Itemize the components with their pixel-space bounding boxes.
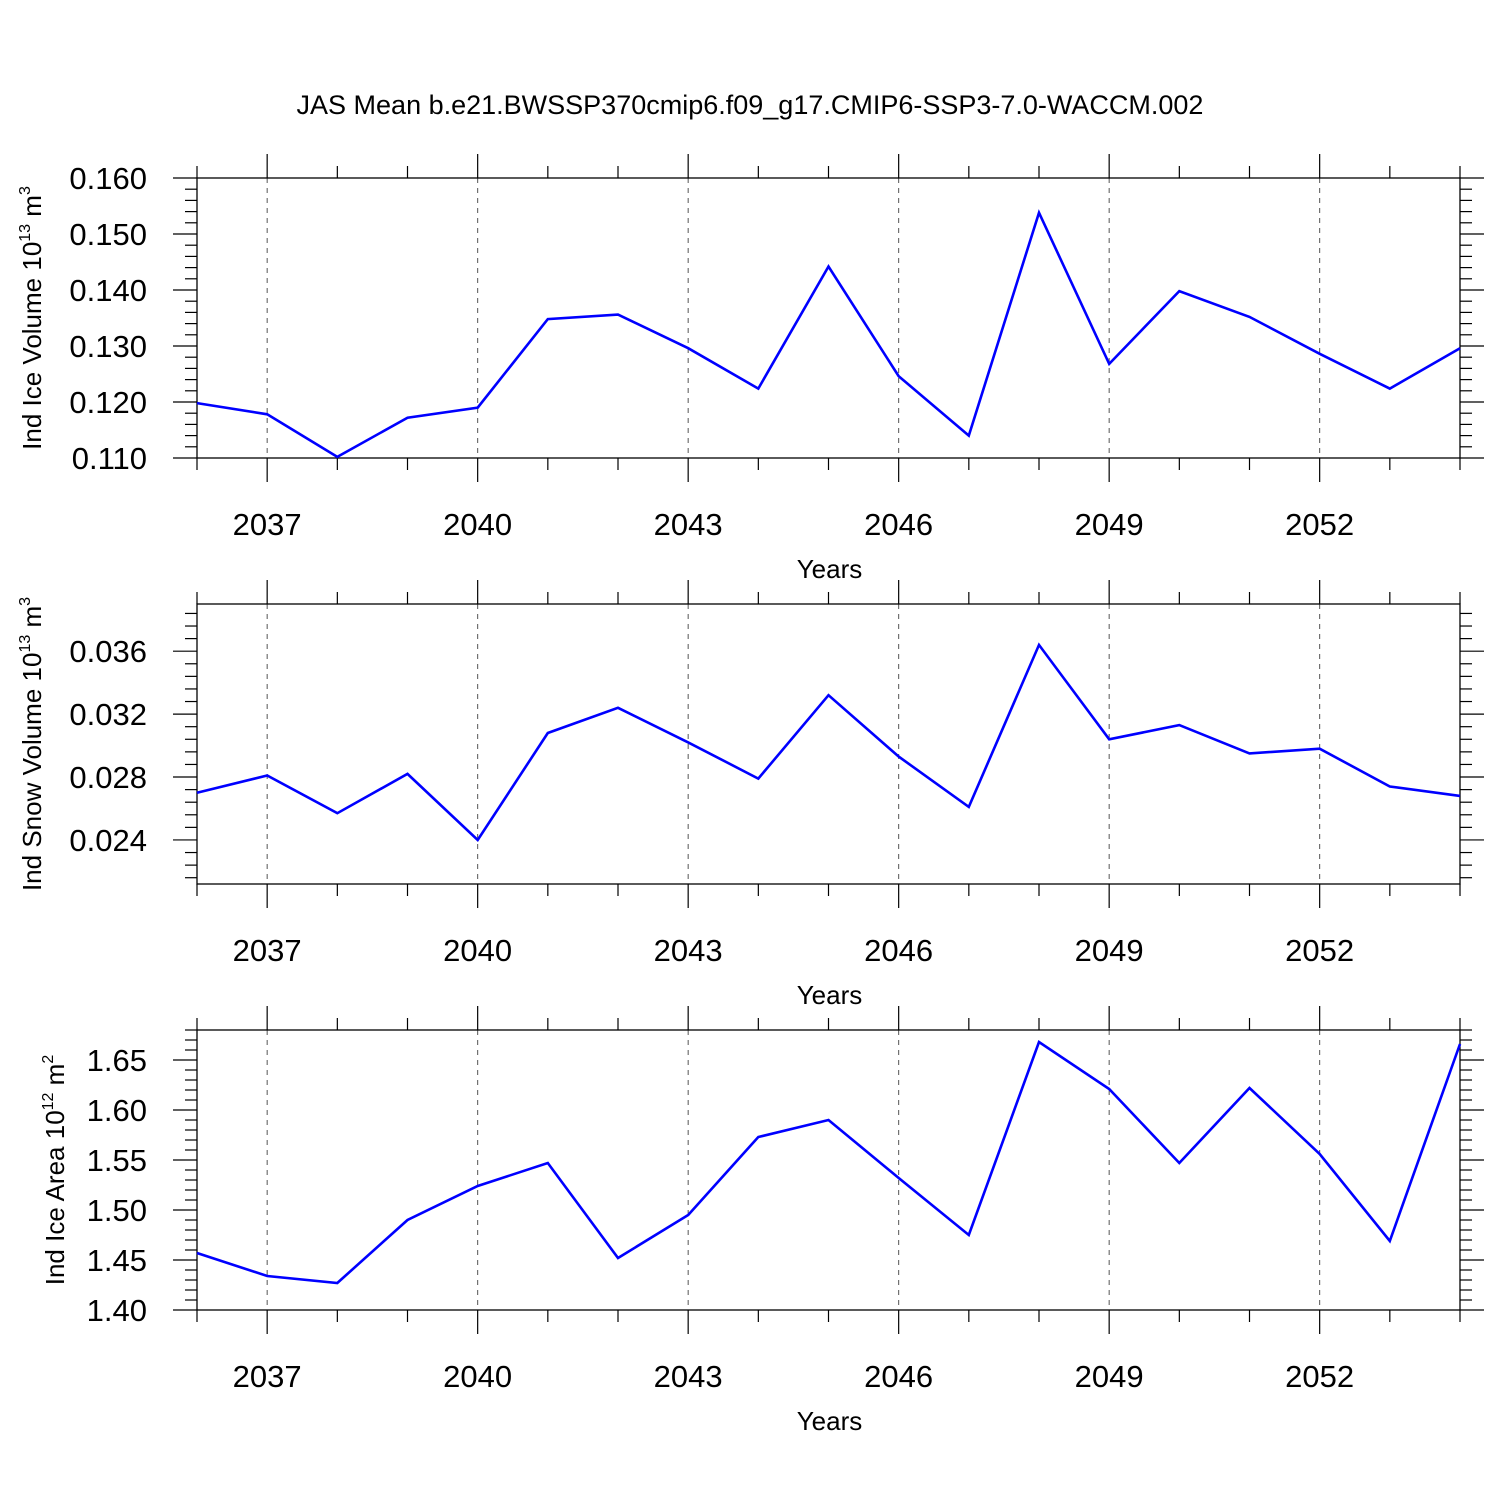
y-axis-title: Ind Ice Volume 1013 m3 — [17, 186, 47, 450]
y-tick-label: 0.120 — [69, 385, 147, 420]
x-tick-label: 2049 — [1075, 1359, 1144, 1394]
x-tick-label: 2052 — [1285, 933, 1354, 968]
x-axis-title: Years — [797, 1406, 863, 1436]
x-tick-label: 2043 — [654, 1359, 723, 1394]
y-tick-label: 0.036 — [69, 634, 147, 669]
x-tick-label: 2049 — [1075, 507, 1144, 542]
chart-panels: 0.110 0.120 0.130 0.140 0.150 0.160 2037 2040 20… — [17, 154, 1484, 1436]
y-tick-label: 1.65 — [87, 1043, 147, 1078]
x-tick-label: 2052 — [1285, 1359, 1354, 1394]
y-tick-label: 0.032 — [69, 697, 147, 732]
x-tick-label: 2052 — [1285, 507, 1354, 542]
y-axis-title: Ind Snow Volume 1013 m3 — [17, 597, 47, 891]
series-line-2 — [196, 642, 1461, 843]
x-tick-label: 2046 — [864, 1359, 933, 1394]
x-tick-label: 2040 — [443, 1359, 512, 1394]
y-tick-label: 0.110 — [72, 441, 147, 476]
plot-frame — [196, 177, 1461, 459]
x-tick-label: 2043 — [654, 507, 723, 542]
panel-2: 0.024 0.028 0.032 0.036 2037 2040 2043 2046 2049… — [17, 580, 1484, 1010]
y-axis-title: Ind Ice Area 1012 m2 — [40, 1055, 70, 1286]
y-tick-label: 0.140 — [69, 273, 147, 308]
tick-marks — [173, 154, 1484, 482]
y-tick-label: 0.150 — [69, 217, 147, 252]
series-line-1 — [196, 209, 1461, 459]
y-tick-label: 1.40 — [87, 1293, 147, 1328]
y-tick-label: 0.160 — [69, 161, 147, 196]
series-line-3 — [196, 1039, 1462, 1285]
tick-marks — [173, 580, 1484, 908]
y-tick-label: 1.50 — [87, 1193, 147, 1228]
panel-1: 0.110 0.120 0.130 0.140 0.150 0.160 2037 2040 20… — [17, 154, 1484, 584]
plot-frame — [196, 603, 1461, 885]
x-tick-label: 2043 — [654, 933, 723, 968]
y-tick-label: 1.55 — [87, 1143, 147, 1178]
y-tick-label: 1.60 — [87, 1093, 147, 1128]
x-axis-title: Years — [797, 554, 863, 584]
x-tick-label: 2040 — [443, 933, 512, 968]
x-tick-label: 2037 — [233, 933, 302, 968]
x-tick-label: 2049 — [1075, 933, 1144, 968]
tick-marks — [173, 1006, 1484, 1334]
y-tick-label: 0.028 — [69, 760, 147, 795]
x-tick-label: 2046 — [864, 933, 933, 968]
figure-title: JAS Mean b.e21.BWSSP370cmip6.f09_g17.CMI… — [297, 90, 1204, 120]
plot-frame — [196, 1029, 1461, 1311]
x-tick-label: 2037 — [233, 507, 302, 542]
x-tick-label: 2040 — [443, 507, 512, 542]
y-tick-label: 0.130 — [69, 329, 147, 364]
x-tick-label: 2037 — [233, 1359, 302, 1394]
x-tick-label: 2046 — [864, 507, 933, 542]
x-axis-title: Years — [797, 980, 863, 1010]
panel-3: 1.40 1.45 1.50 1.55 1.60 1.65 2037 2040 2043 2046… — [40, 1006, 1484, 1436]
y-tick-label: 1.45 — [87, 1243, 147, 1278]
y-tick-label: 0.024 — [69, 823, 147, 858]
